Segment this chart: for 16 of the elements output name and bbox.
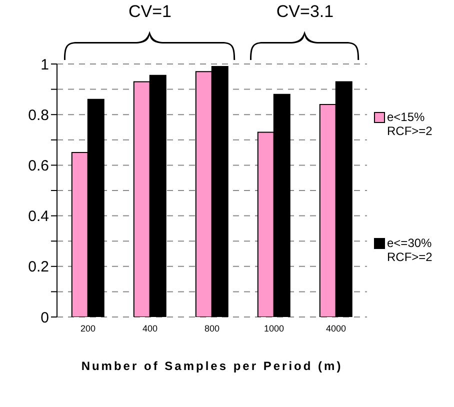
x-axis-title: Number of Samples per Period (m): [80, 358, 344, 375]
y-tick-label: 1: [40, 56, 49, 74]
legend-label: e<15% RCF>=2: [387, 110, 434, 138]
y-tick-label: 0.2: [28, 258, 49, 276]
y-tick-label: 0.8: [28, 106, 49, 124]
text: CV=3.1: [275, 2, 335, 22]
x-tick-label: 800: [204, 323, 220, 334]
text: CV=1: [128, 2, 172, 22]
x-tick-label: 400: [142, 323, 158, 334]
y-tick-label: 0: [40, 309, 49, 326]
y-tick-label: 0.4: [28, 208, 49, 226]
legend-label: e<=30% RCF>=2: [387, 236, 434, 264]
y-tick-label: 0.6: [28, 158, 49, 175]
x-tick-label: 4000: [326, 323, 346, 334]
x-tick-label: 1000: [264, 323, 284, 334]
x-tick-label: 200: [80, 323, 96, 334]
